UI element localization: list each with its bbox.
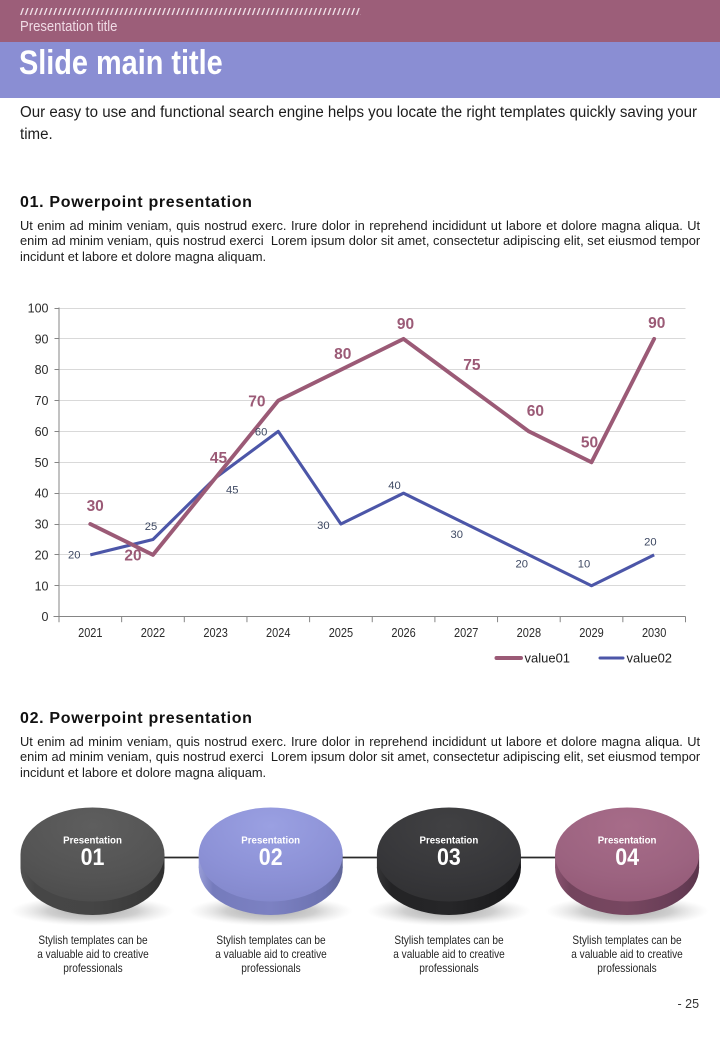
svg-text:90: 90	[35, 332, 49, 346]
svg-text:Presentation: Presentation	[420, 836, 479, 847]
svg-text:2025: 2025	[329, 625, 353, 640]
svg-text:20: 20	[515, 559, 527, 571]
svg-text:100: 100	[28, 302, 49, 316]
svg-text:90: 90	[397, 316, 414, 333]
svg-text:30: 30	[87, 498, 104, 515]
svg-text:value01: value01	[525, 651, 571, 666]
svg-text:60: 60	[527, 403, 544, 420]
svg-text:02: 02	[259, 845, 283, 871]
svg-text:Presentation: Presentation	[63, 836, 122, 847]
svg-text:20: 20	[68, 550, 80, 562]
svg-text:75: 75	[463, 357, 481, 374]
svg-text:2030: 2030	[642, 625, 666, 640]
svg-text:70: 70	[248, 394, 265, 411]
svg-text:2029: 2029	[579, 625, 603, 640]
svg-text:2022: 2022	[141, 625, 165, 640]
svg-text:30: 30	[450, 529, 462, 541]
svg-text:70: 70	[35, 394, 49, 408]
svg-text:2024: 2024	[266, 625, 290, 640]
svg-text:45: 45	[226, 485, 238, 497]
svg-text:2023: 2023	[203, 625, 227, 640]
svg-text:2026: 2026	[391, 625, 415, 640]
svg-text:Presentation: Presentation	[598, 836, 657, 847]
svg-text:20: 20	[644, 537, 656, 549]
svg-text:90: 90	[648, 315, 665, 332]
svg-text:2027: 2027	[454, 625, 478, 640]
svg-text:Presentation: Presentation	[241, 836, 300, 847]
svg-text:80: 80	[334, 346, 351, 363]
svg-text:40: 40	[35, 487, 49, 501]
svg-text:20: 20	[35, 548, 49, 562]
svg-text:01: 01	[81, 845, 105, 871]
svg-text:04: 04	[615, 845, 640, 871]
svg-text:80: 80	[35, 363, 49, 377]
svg-text:45: 45	[210, 450, 228, 467]
svg-text:30: 30	[35, 518, 49, 532]
svg-text:50: 50	[581, 434, 598, 451]
svg-text:20: 20	[124, 548, 141, 565]
svg-text:2028: 2028	[517, 625, 541, 640]
svg-text:10: 10	[578, 559, 590, 571]
svg-text:03: 03	[437, 845, 461, 871]
svg-text:60: 60	[35, 425, 49, 439]
svg-text:60: 60	[255, 427, 267, 439]
svg-text:value02: value02	[627, 651, 673, 666]
svg-text:25: 25	[145, 521, 157, 533]
svg-text:0: 0	[42, 610, 49, 624]
svg-text:10: 10	[35, 579, 49, 593]
svg-text:40: 40	[388, 480, 400, 492]
svg-text:2021: 2021	[78, 625, 102, 640]
svg-text:30: 30	[317, 520, 329, 532]
svg-text:50: 50	[35, 456, 49, 470]
